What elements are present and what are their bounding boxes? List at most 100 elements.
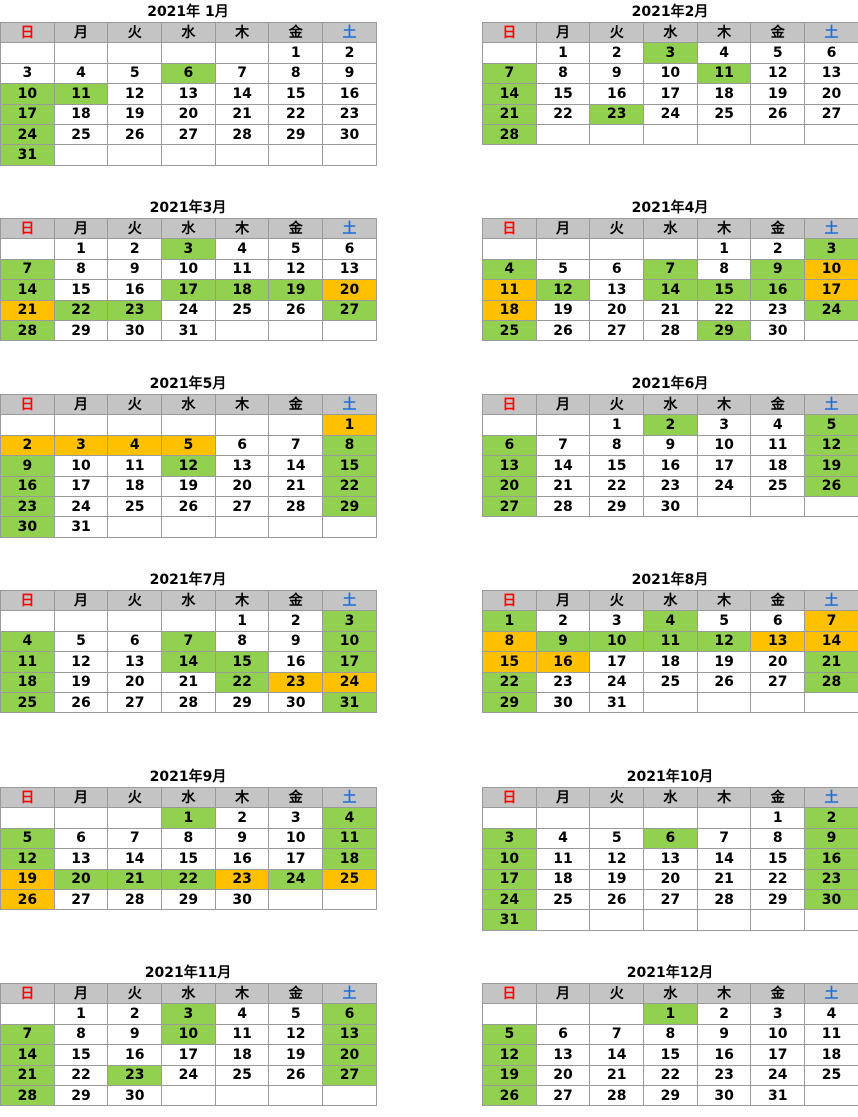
day-cell: 7 <box>696 827 752 850</box>
weekday-header: 日 <box>482 393 537 416</box>
day-cell: 5 <box>161 434 216 457</box>
day-cell: 13 <box>53 848 109 870</box>
day-cell: 1 <box>696 238 752 260</box>
week-row: 4 5 6 7 8 9 10 <box>482 258 858 281</box>
empty-day-cell <box>53 414 109 436</box>
day-cell: 20 <box>643 868 698 890</box>
empty-day-cell <box>161 42 216 64</box>
weekday-header: 日 <box>482 217 537 240</box>
week-row: 20 21 22 23 24 25 26 <box>482 475 858 497</box>
day-cell: 29 <box>268 123 324 146</box>
month-title: 2021年6月 <box>631 376 709 392</box>
month-title: 2021年7月 <box>149 572 227 588</box>
day-cell: 24 <box>0 123 55 146</box>
day-cell: 26 <box>268 299 324 321</box>
week-row: 11 12 13 14 15 16 17 <box>0 651 377 673</box>
weekday-header: 月 <box>53 786 109 809</box>
weekday-header-row: 日月火水木金土 <box>482 217 858 240</box>
day-cell: 9 <box>696 1023 752 1046</box>
day-cell: 14 <box>161 651 216 673</box>
day-cell: 4 <box>750 414 806 436</box>
weekday-header: 木 <box>696 982 752 1005</box>
weekday-header: 木 <box>214 589 270 612</box>
day-cell: 1 <box>482 610 537 632</box>
weekday-header: 水 <box>643 786 698 809</box>
day-cell: 14 <box>804 630 858 653</box>
empty-day-cell <box>322 888 377 911</box>
day-cell: 1 <box>643 1003 698 1025</box>
empty-day-cell <box>589 909 645 931</box>
week-row: 26 27 28 29 30 31 <box>482 1084 858 1107</box>
day-cell: 2 <box>268 610 324 632</box>
day-cell: 13 <box>643 848 698 870</box>
day-cell: 27 <box>589 319 645 342</box>
month-calendar: 2021年9月日月火水木金土 1 2 3 4 5 6 7 8 9 10 11 12 13 14 15 16 17 1… <box>0 767 377 911</box>
weekday-header: 月 <box>53 21 109 44</box>
day-cell: 8 <box>268 62 324 85</box>
weekday-header: 水 <box>161 21 216 44</box>
day-cell: 30 <box>107 319 163 342</box>
month-calendar: 2021年12月日月火水木金土 1 2 3 4 5 6 7 8 9 10 11 12 13 14 15 16 17… <box>482 963 858 1107</box>
day-cell: 29 <box>322 495 377 518</box>
day-cell: 5 <box>107 62 163 85</box>
month-calendar: 2021年6月日月火水木金土 1 2 3 4 5 6 7 8 9 10 11 12 13 14 15 16 17 1… <box>482 374 858 518</box>
day-cell: 18 <box>107 475 163 497</box>
empty-day-cell <box>535 1003 591 1025</box>
empty-day-cell <box>804 123 858 146</box>
day-cell: 15 <box>589 455 645 477</box>
empty-day-cell <box>750 495 806 518</box>
day-cell: 1 <box>53 238 109 260</box>
weekday-header: 金 <box>750 982 806 1005</box>
day-cell: 29 <box>589 495 645 518</box>
week-row: 7 8 9 10 11 12 13 <box>0 1023 377 1046</box>
day-cell: 30 <box>268 691 324 714</box>
day-cell: 7 <box>107 827 163 850</box>
week-row: 18 19 20 21 22 23 24 <box>482 299 858 321</box>
week-row: 30 31 <box>0 516 377 538</box>
empty-day-cell <box>0 238 55 260</box>
empty-day-cell <box>750 691 806 714</box>
day-cell: 4 <box>0 630 55 653</box>
day-cell: 3 <box>268 807 324 829</box>
day-cell: 2 <box>535 610 591 632</box>
weekday-header: 土 <box>322 21 377 44</box>
day-cell: 2 <box>107 238 163 260</box>
day-cell: 2 <box>107 1003 163 1025</box>
day-cell: 9 <box>0 455 55 477</box>
empty-day-cell <box>804 319 858 342</box>
day-cell: 2 <box>750 238 806 260</box>
empty-day-cell <box>268 144 324 166</box>
weekday-header: 水 <box>643 589 698 612</box>
month-table: 日月火水木金土 1 2 3 4 5 6 7 8 9 10 11 12 13 14 15 16 17 18 19 20 21… <box>482 982 858 1107</box>
day-cell: 16 <box>0 475 55 497</box>
day-cell: 13 <box>804 62 858 85</box>
week-row: 23 24 25 26 27 28 29 <box>0 495 377 518</box>
day-cell: 9 <box>214 827 270 850</box>
day-cell: 23 <box>535 671 591 693</box>
day-cell: 6 <box>589 258 645 281</box>
day-cell: 13 <box>750 630 806 653</box>
weekday-header: 火 <box>589 589 645 612</box>
day-cell: 3 <box>161 1003 216 1025</box>
month-table: 日月火水木金土 1 2 3 4 5 6 7 8 9 10 11 12 13 14 15 16 17 18 19 20 21… <box>482 589 858 714</box>
week-row: 13 14 15 16 17 18 19 <box>482 455 858 477</box>
month-title: 2021年11月 <box>144 965 232 981</box>
day-cell: 24 <box>643 103 698 125</box>
empty-day-cell <box>107 414 163 436</box>
day-cell: 5 <box>589 827 645 850</box>
day-cell: 23 <box>643 475 698 497</box>
day-cell: 11 <box>535 848 591 870</box>
week-row: 1 <box>0 414 377 436</box>
empty-day-cell <box>322 144 377 166</box>
day-cell: 4 <box>107 434 163 457</box>
weekday-header: 木 <box>214 982 270 1005</box>
empty-day-cell <box>107 807 163 829</box>
day-cell: 9 <box>535 630 591 653</box>
day-cell: 20 <box>535 1064 591 1086</box>
day-cell: 13 <box>214 455 270 477</box>
day-cell: 14 <box>0 1044 55 1066</box>
weekday-header: 金 <box>268 589 324 612</box>
